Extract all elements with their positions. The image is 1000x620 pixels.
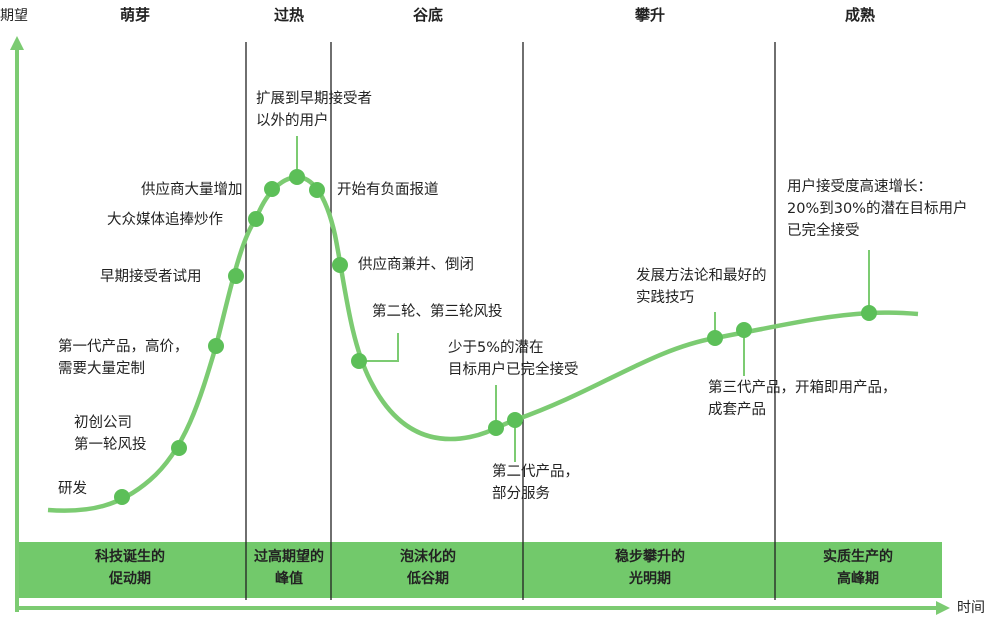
event-label: 早期接受者试用 [100,266,202,288]
event-label-line: 开始有负面报道 [337,182,439,198]
event-label-line: 用户接受度高速增长： [787,179,932,195]
band-line: 高峰期 [837,571,879,587]
phase-header: 成熟 [844,6,876,24]
event-label-line: 第二代产品， [492,464,579,480]
event-label-line: 少于5%的潜在 [448,340,544,356]
event-dot [171,440,187,456]
event-dot [332,257,348,273]
event-label-line: 实践技巧 [636,290,694,306]
event-label-line: 部分服务 [492,486,550,502]
event-label-line: 20%到30%的潜在目标用户 [787,201,968,217]
y-axis-label: 期望 [0,8,28,24]
event-dot [208,338,224,354]
y-axis-arrow-icon [10,36,24,50]
phase-header: 过热 [273,6,305,24]
leader-line [359,333,399,362]
event-dot [264,181,280,197]
event-label: 开始有负面报道 [337,179,439,201]
event-label-line: 目标用户已完全接受 [448,362,579,378]
event-label-line: 第二轮、第三轮风投 [372,304,503,320]
phase-band-label: 过高期望的 峰值 [254,546,324,590]
event-dot [507,412,523,428]
event-label-line: 成套产品 [708,402,766,418]
band-line: 促动期 [109,571,151,587]
band-line: 泡沫化的 [400,549,456,565]
event-label: 少于5%的潜在目标用户已完全接受 [448,337,579,381]
event-label-line: 大众媒体追捧炒作 [107,212,223,228]
event-label: 研发 [58,478,87,500]
event-label-line: 以外的用户 [256,113,329,129]
phase-header: 攀升 [634,6,666,24]
event-label: 扩展到早期接受者 以外的用户 [256,88,372,132]
event-dot [488,420,504,436]
event-label: 初创公司 第一轮风投 [74,412,147,456]
event-label-line: 第一轮风投 [74,437,147,453]
event-label: 供应商兼并、倒闭 [358,254,474,276]
event-label-line: 需要大量定制 [58,361,145,377]
event-label-line: 扩展到早期接受者 [256,91,372,107]
event-dot [861,305,877,321]
band-line: 低谷期 [407,571,449,587]
event-dot [707,330,723,346]
event-dot [114,489,130,505]
band-line: 实质生产的 [823,549,893,565]
event-dot [289,169,305,185]
event-label-line: 供应商大量增加 [141,182,243,198]
event-dot [351,353,367,369]
event-label-line: 早期接受者试用 [100,269,202,285]
event-label: 大众媒体追捧炒作 [107,209,223,231]
band-line: 光明期 [629,571,671,587]
phase-band-label: 稳步攀升的 光明期 [615,546,685,590]
event-label-line: 发展方法论和最好的 [636,268,767,284]
event-label-line: 第一代产品，高价， [58,339,189,355]
event-dot [228,268,244,284]
event-label-line: 供应商兼并、倒闭 [358,257,474,273]
event-label: 第三代产品，开箱即用产品， 成套产品 [708,377,897,421]
event-label: 供应商大量增加 [141,179,243,201]
event-label: 第一代产品，高价， 需要大量定制 [58,336,189,380]
event-dot [248,211,264,227]
phase-band-label: 科技诞生的 促动期 [95,546,165,590]
event-label: 第二轮、第三轮风投 [372,301,503,323]
band-line: 峰值 [275,571,303,587]
phase-band-label: 实质生产的 高峰期 [823,546,893,590]
event-label: 用户接受度高速增长： 20%到30%的潜在目标用户 已完全接受 [787,176,967,242]
band-line: 科技诞生的 [95,549,165,565]
phase-header: 谷底 [412,6,444,24]
phase-header: 萌芽 [119,6,151,24]
band-line: 稳步攀升的 [615,549,685,565]
event-label-line: 第三代产品，开箱即用产品， [708,380,897,396]
x-axis-label: 时间 [957,600,985,616]
x-axis-arrow-icon [936,601,950,615]
event-label-line: 已完全接受 [787,223,860,239]
event-dot [736,322,752,338]
event-label: 发展方法论和最好的 实践技巧 [636,265,767,309]
event-dot [309,182,325,198]
band-line: 过高期望的 [254,549,324,565]
event-label: 第二代产品， 部分服务 [492,461,579,505]
event-label-line: 研发 [58,481,87,497]
event-label-line: 初创公司 [74,415,132,431]
phase-band [18,542,942,598]
phase-band-label: 泡沫化的 低谷期 [400,546,456,590]
